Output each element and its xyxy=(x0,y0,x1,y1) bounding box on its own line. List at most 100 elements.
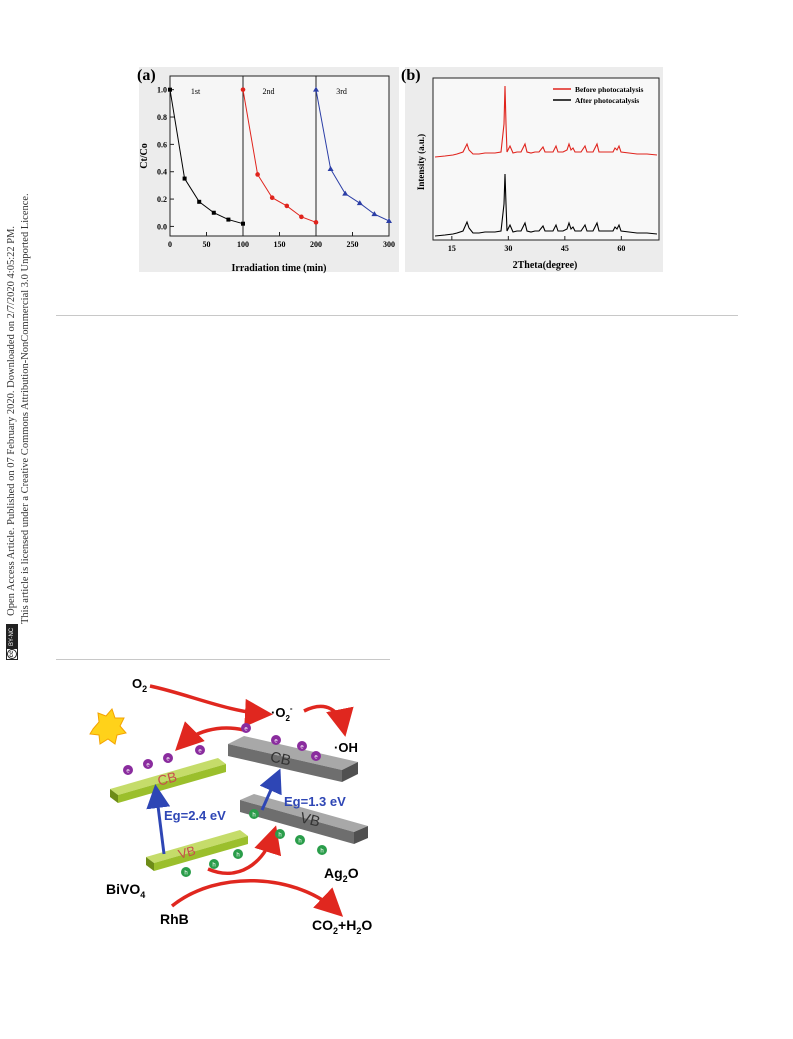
ag2o-cb-bar: CB xyxy=(228,736,358,782)
electron xyxy=(271,735,281,745)
panel-a-plot-area xyxy=(169,75,390,237)
electron xyxy=(163,753,173,763)
data-point xyxy=(269,195,275,201)
x-tick-label: 200 xyxy=(310,240,322,249)
arrow-ag2o-excitation xyxy=(259,768,282,811)
data-point xyxy=(255,172,260,177)
data-point xyxy=(182,176,187,181)
panel-a-label: (a) xyxy=(137,67,156,84)
data-point xyxy=(241,221,245,226)
arrow-rhb-degradation xyxy=(170,879,344,917)
label-eg-ag2o: Eg=1.3 eV xyxy=(284,794,346,809)
panel-b-ylabel: Intensity (a.u.) xyxy=(416,134,426,190)
data-point xyxy=(356,200,363,206)
license-text[interactable]: This article is licensed under a Creativ… xyxy=(20,193,31,624)
electrons: e e e e e e e e xyxy=(123,723,321,775)
panel-b-plot-area xyxy=(432,77,660,241)
panel-a-marks: 0 50 100 150 200 250 300 0.0 0.2 0.4 0.6 0.8 1.0 1st 2… xyxy=(157,76,395,249)
x-tick-label: 15 xyxy=(448,244,456,253)
data-point xyxy=(327,165,334,171)
label-eg-bivo4: Eg=2.4 eV xyxy=(164,808,226,823)
hole-label: h xyxy=(320,849,323,855)
hole-label: h xyxy=(184,871,187,877)
panel-b: (b) 15 30 45 60 Before photocatalysis After… xyxy=(401,67,663,272)
label-o2: O2 xyxy=(132,676,147,694)
panel-b-legend: Before photocatalysis After photocatalys… xyxy=(553,85,643,105)
cycle-label: 2nd xyxy=(263,87,275,96)
panel-a-ylabel: Ct/Co xyxy=(139,143,150,169)
hole-label: h xyxy=(212,863,215,869)
electron xyxy=(311,751,321,761)
label-superoxide: ·O2- xyxy=(271,704,293,723)
label-ag2o-vb: VB xyxy=(298,809,322,830)
legend-label-after: After photocatalysis xyxy=(575,96,639,105)
holes: h h h h h h h xyxy=(181,809,327,877)
electron-label: e xyxy=(244,727,248,733)
panel-a-xlabel: Irradiation time (min) xyxy=(232,263,327,274)
license-line-2: This article is licensed under a Creativ… xyxy=(19,120,33,660)
x-tick-label: 0 xyxy=(168,240,172,249)
hole-label: h xyxy=(278,833,281,839)
electron-label: e xyxy=(126,769,130,775)
electron-label: e xyxy=(300,745,304,751)
label-ag2o-cb: CB xyxy=(269,748,293,769)
cc-badge-text: BY-NC xyxy=(7,624,17,649)
xrd-before-series xyxy=(434,85,658,158)
data-point xyxy=(342,190,349,196)
electron-label: e xyxy=(314,755,318,761)
label-hydroxyl: ·OH xyxy=(334,740,358,755)
mechanism-schematic-svg: O2 ·O2- ·OH CB CB VB xyxy=(89,676,372,936)
x-tick-label: 250 xyxy=(347,240,359,249)
x-tick-label: 60 xyxy=(617,244,625,253)
y-tick-label: 0.8 xyxy=(157,113,167,122)
panel-a: (a) 0 50 100 150 200 250 300 0.0 0.2 0.4 0.6 0.8 1.0… xyxy=(137,67,399,274)
hole xyxy=(275,829,285,839)
hole xyxy=(317,845,327,855)
data-point xyxy=(284,203,290,209)
arrow-hole-transfer xyxy=(207,825,282,875)
x-tick-label: 100 xyxy=(237,240,249,249)
y-tick-label: 0.2 xyxy=(157,195,167,204)
x-tick-label: 300 xyxy=(383,240,395,249)
electron-label: e xyxy=(274,739,278,745)
x-tick-label: 50 xyxy=(203,240,211,249)
electron xyxy=(195,745,205,755)
panel-b-label: (b) xyxy=(401,67,421,84)
legend-label-before: Before photocatalysis xyxy=(575,85,643,94)
hole-label: h xyxy=(236,853,239,859)
hole xyxy=(209,859,219,869)
data-point xyxy=(211,210,216,215)
panel-b-xlabel: 2Theta(degree) xyxy=(513,260,578,271)
data-point xyxy=(197,199,202,204)
data-point xyxy=(226,217,231,222)
electron xyxy=(143,759,153,769)
divider-top xyxy=(56,315,738,316)
figure-top-svg: (a) 0 50 100 150 200 250 300 0.0 0.2 0.4 0.6 0.8 1.0… xyxy=(135,64,665,274)
electron-label: e xyxy=(146,763,150,769)
x-tick-label: 30 xyxy=(504,244,512,253)
data-point xyxy=(313,220,319,225)
hole-label: h xyxy=(252,813,255,819)
publication-info: Open Access Article. Published on 07 Feb… xyxy=(6,225,17,616)
cc-icon: cc xyxy=(7,649,17,659)
label-bivo4: BiVO4 xyxy=(106,881,145,900)
data-point xyxy=(313,86,319,92)
arrow-electron-transfer xyxy=(175,721,245,751)
hole xyxy=(295,835,305,845)
y-tick-label: 1.0 xyxy=(157,86,167,95)
label-products: CO2+H2O xyxy=(312,917,372,936)
electron xyxy=(241,723,251,733)
xrd-after-series xyxy=(434,173,658,237)
y-tick-label: 0.4 xyxy=(157,168,167,177)
license-sidebar: cc BY-NC Open Access Article. Published … xyxy=(5,120,45,660)
label-bivo4-cb: CB xyxy=(156,768,179,788)
arrow-superoxide-to-hydroxyl xyxy=(303,704,354,737)
data-point xyxy=(240,87,246,92)
electron xyxy=(297,741,307,751)
hole xyxy=(249,809,259,819)
bivo4-vb-bar: VB xyxy=(146,830,248,871)
cc-badge[interactable]: cc BY-NC xyxy=(6,623,18,660)
y-tick-label: 0.0 xyxy=(157,222,167,231)
electron-label: e xyxy=(198,749,202,755)
license-line-1: cc BY-NC Open Access Article. Published … xyxy=(5,120,19,660)
